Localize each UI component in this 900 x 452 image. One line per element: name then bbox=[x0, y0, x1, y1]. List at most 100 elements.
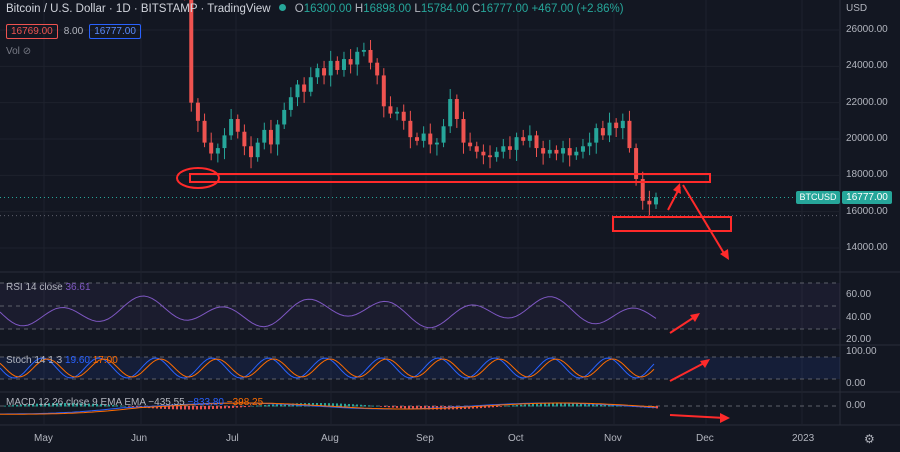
price-tick: 16000.00 bbox=[846, 205, 888, 217]
candle-body bbox=[302, 84, 307, 92]
macd-hist-bar bbox=[216, 406, 218, 409]
macd-hist-bar bbox=[208, 406, 210, 410]
support-zone-rectangle bbox=[189, 173, 711, 183]
stoch-d-value: 17.00 bbox=[92, 355, 118, 366]
macd-hist-bar bbox=[480, 406, 482, 409]
macd-hist-bar bbox=[548, 403, 550, 407]
time-tick: Oct bbox=[508, 433, 524, 444]
macd-arrowhead bbox=[720, 413, 730, 423]
macd-hist-bar bbox=[240, 406, 242, 408]
macd-hist-bar bbox=[376, 405, 378, 407]
macd-hist-bar bbox=[76, 403, 78, 407]
candle-body bbox=[441, 126, 446, 143]
macd-hist-bar bbox=[132, 406, 134, 407]
rsi-tick-20: 20.00 bbox=[846, 334, 872, 345]
macd-hist-bar bbox=[536, 403, 538, 407]
macd-hist-bar bbox=[44, 403, 46, 407]
macd-legend[interactable]: MACD 12 26 close 9 EMA EMA −435.55 −833.… bbox=[6, 397, 264, 408]
stoch-band bbox=[0, 357, 840, 379]
macd-hist-bar bbox=[392, 406, 394, 408]
price-tick: 20000.00 bbox=[846, 133, 888, 144]
candle-body bbox=[634, 148, 639, 179]
macd-hist-bar bbox=[508, 405, 510, 407]
macd-hist-bar bbox=[588, 403, 590, 407]
macd-hist-bar bbox=[580, 403, 582, 407]
price-tick: 24000.00 bbox=[846, 60, 888, 72]
macd-hist-bar bbox=[92, 403, 94, 407]
macd-hist-bar bbox=[272, 404, 274, 407]
macd-hist-bar bbox=[96, 403, 98, 407]
macd-hist-bar bbox=[276, 404, 278, 407]
macd-hist-bar bbox=[328, 403, 330, 407]
candle-body bbox=[315, 68, 320, 78]
macd-hist-bar bbox=[384, 406, 386, 408]
time-tick: Aug bbox=[321, 433, 339, 444]
macd-hist-bar bbox=[528, 404, 530, 407]
candle-body bbox=[527, 135, 532, 141]
candle-body bbox=[434, 142, 439, 145]
stoch-tick-100: 100.00 bbox=[846, 346, 877, 357]
macd-hist-bar bbox=[236, 406, 238, 408]
macd-hist-bar bbox=[228, 406, 230, 409]
macd-hist-bar bbox=[512, 405, 514, 407]
rsi-legend[interactable]: RSI 14 close 36.61 bbox=[6, 282, 91, 293]
sell-button[interactable]: 16769.00 bbox=[6, 24, 58, 39]
candle-body bbox=[388, 106, 393, 114]
macd-hist-bar bbox=[388, 406, 390, 408]
macd-hist-bar bbox=[424, 406, 426, 410]
macd-hist-bar bbox=[168, 406, 170, 410]
macd-hist-bar bbox=[396, 406, 398, 408]
macd-hist-bar bbox=[408, 406, 410, 409]
candle-body bbox=[468, 142, 473, 147]
support-circle bbox=[176, 167, 220, 189]
macd-hist-bar bbox=[268, 404, 270, 407]
macd-hist-bar bbox=[472, 406, 474, 409]
macd-hist-bar bbox=[88, 403, 90, 407]
candle-body bbox=[229, 119, 234, 136]
macd-hist-bar bbox=[316, 403, 318, 407]
macd-hist-bar bbox=[416, 406, 418, 409]
rsi-arrow bbox=[669, 315, 697, 334]
macd-hist-bar bbox=[52, 403, 54, 407]
settings-gear-icon[interactable]: ⚙ bbox=[864, 432, 875, 446]
symbol-title[interactable]: Bitcoin / U.S. Dollar · 1D · BITSTAMP · … bbox=[6, 3, 271, 15]
macd-hist-bar bbox=[576, 403, 578, 407]
macd-hist-bar bbox=[360, 404, 362, 407]
candle-body bbox=[534, 135, 539, 149]
macd-hist-bar bbox=[560, 403, 562, 407]
signal-line bbox=[0, 402, 657, 415]
volume-indicator[interactable]: Vol ⊘ bbox=[6, 46, 32, 57]
macd-hist-bar bbox=[220, 406, 222, 409]
macd-hist-bar bbox=[20, 404, 22, 407]
macd-hist-bar bbox=[428, 406, 430, 410]
macd-hist-bar bbox=[340, 403, 342, 407]
macd-hist-bar bbox=[72, 403, 74, 407]
stoch-arrow bbox=[669, 361, 707, 382]
macd-hist-bar bbox=[24, 404, 26, 407]
macd-hist-bar bbox=[260, 405, 262, 407]
macd-hist-bar bbox=[204, 406, 206, 410]
macd-hist-bar bbox=[48, 403, 50, 407]
macd-hist-bar bbox=[280, 404, 282, 407]
candle-body bbox=[262, 129, 267, 143]
eye-off-icon[interactable]: ⊘ bbox=[22, 46, 32, 57]
candle-body bbox=[587, 142, 592, 147]
trade-buttons: 16769.00 8.00 16777.00 bbox=[6, 24, 141, 39]
candle-body bbox=[600, 128, 605, 136]
rsi-tick-40: 40.00 bbox=[846, 312, 872, 323]
macd-hist-bar bbox=[572, 403, 574, 407]
candle-body bbox=[507, 146, 512, 150]
macd-hist-bar bbox=[540, 403, 542, 407]
stoch-k-line bbox=[0, 357, 655, 379]
drop-arrow bbox=[682, 184, 726, 256]
macd-hist-bar bbox=[180, 406, 182, 410]
rebound-arrowhead bbox=[673, 183, 681, 194]
macd-hist-bar bbox=[64, 403, 66, 407]
macd-hist-bar bbox=[256, 405, 258, 407]
stoch-legend[interactable]: Stoch 14 1 3 19.60 17.00 bbox=[6, 355, 118, 366]
buy-button[interactable]: 16777.00 bbox=[89, 24, 141, 39]
candle-body bbox=[488, 155, 493, 158]
candle-body bbox=[640, 178, 645, 201]
macd-hist-bar bbox=[120, 405, 122, 407]
